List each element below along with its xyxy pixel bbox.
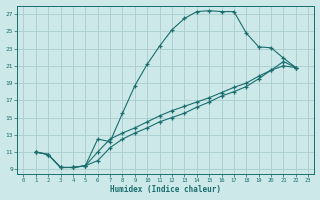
X-axis label: Humidex (Indice chaleur): Humidex (Indice chaleur) (110, 185, 221, 194)
